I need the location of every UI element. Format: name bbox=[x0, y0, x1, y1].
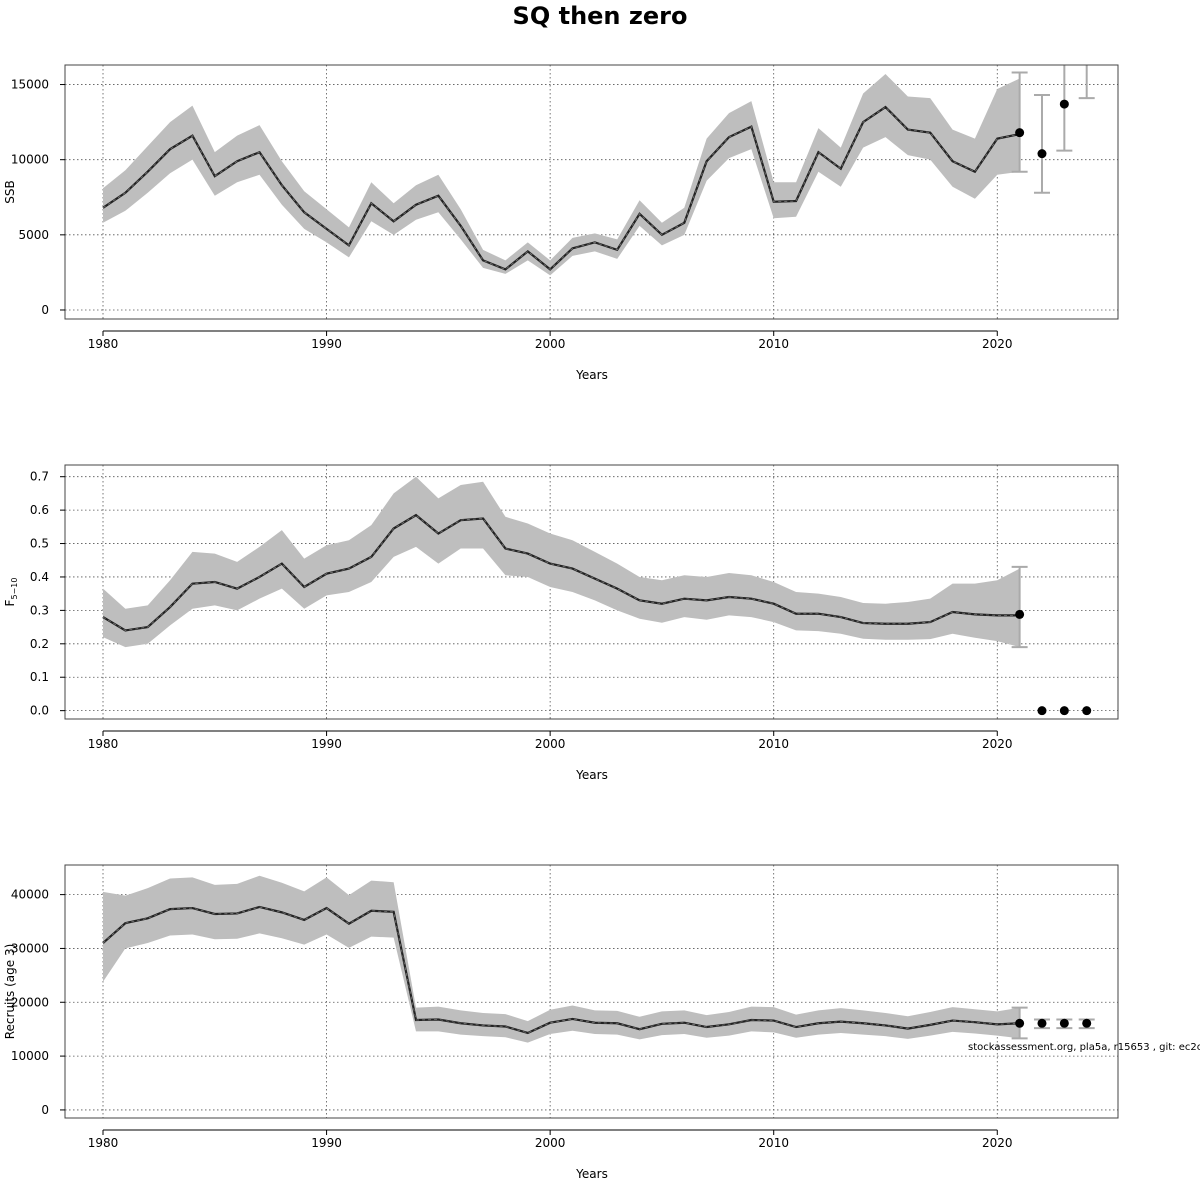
forecast-point bbox=[1082, 1018, 1092, 1028]
y-axis-label: F5−10 bbox=[3, 578, 19, 607]
forecast-point bbox=[1059, 1018, 1069, 1028]
y-tick-label: 0 bbox=[41, 1103, 49, 1117]
x-tick-label: 1980 bbox=[88, 737, 119, 751]
estimate-line bbox=[102, 513, 1020, 632]
y-tick-label: 5000 bbox=[18, 228, 49, 242]
x-tick-label: 2000 bbox=[535, 1136, 566, 1150]
y-tick-label: 10000 bbox=[11, 1049, 49, 1063]
x-tick-label: 1990 bbox=[311, 737, 342, 751]
estimate-line bbox=[102, 105, 1020, 271]
y-axis-label-subscript: 5−10 bbox=[10, 578, 19, 600]
y-tick-label: 0.6 bbox=[30, 503, 49, 517]
plot-frame bbox=[64, 864, 1119, 1119]
fbar-panel: 1980 1990 2000 2010 2020 0.0 0.1 0.2 0.3 0.4 0.5 0.… bbox=[3, 464, 1119, 782]
x-tick-label: 2000 bbox=[535, 337, 566, 351]
footnote: stockassessment.org, pla5a, r15653 , git… bbox=[968, 1042, 1200, 1053]
y-tick-label: 10000 bbox=[11, 153, 49, 167]
y-tick-label: 0.1 bbox=[30, 670, 49, 684]
x-tick-label: 2000 bbox=[535, 737, 566, 751]
forecast-point bbox=[1037, 1018, 1047, 1028]
y-tick-label: 0.5 bbox=[30, 537, 49, 551]
forecast-point bbox=[1015, 1018, 1025, 1028]
y-tick-label: 0.2 bbox=[30, 637, 49, 651]
y-tick-label: 15000 bbox=[11, 78, 49, 92]
ssb-panel: 1980 1990 2000 2010 2020 0 5000 10000 15000 Years… bbox=[3, 64, 1119, 382]
y-tick-label: 0.0 bbox=[30, 704, 49, 718]
forecast-point bbox=[1037, 706, 1047, 716]
forecast-point bbox=[1015, 128, 1025, 138]
recruits-panel: 1980 1990 2000 2010 2020 0 10000 20000 30000 4000… bbox=[3, 864, 1119, 1181]
forecast-point bbox=[1015, 609, 1025, 619]
x-tick-label: 2010 bbox=[758, 1136, 789, 1150]
y-tick-label: 0 bbox=[41, 303, 49, 317]
x-axis-label: Years bbox=[575, 1167, 608, 1181]
plot-frame bbox=[64, 64, 1119, 320]
x-tick-label: 2020 bbox=[982, 737, 1013, 751]
y-axis-label: Recruits (age 3) bbox=[3, 944, 17, 1040]
y-tick-label: 0.7 bbox=[30, 470, 49, 484]
y-tick-label: 0.4 bbox=[30, 570, 49, 584]
estimate-line-dash bbox=[102, 906, 1020, 1034]
plot-frame bbox=[64, 464, 1119, 720]
confidence-band bbox=[103, 875, 1020, 1043]
chart-title: SQ then zero bbox=[512, 2, 688, 30]
x-tick-label: 2010 bbox=[758, 737, 789, 751]
y-axis-label: SSB bbox=[3, 180, 17, 203]
forecast-point bbox=[1082, 706, 1092, 716]
forecast-point bbox=[1059, 706, 1069, 716]
x-axis-label: Years bbox=[575, 768, 608, 782]
y-tick-label: 40000 bbox=[11, 888, 49, 902]
x-tick-label: 2020 bbox=[982, 337, 1013, 351]
x-tick-label: 1980 bbox=[88, 337, 119, 351]
forecast-point bbox=[1037, 149, 1047, 159]
x-tick-label: 1990 bbox=[311, 337, 342, 351]
confidence-band bbox=[103, 74, 1020, 276]
y-tick-label: 20000 bbox=[11, 995, 49, 1009]
x-tick-label: 2010 bbox=[758, 337, 789, 351]
x-axis-label: Years bbox=[575, 368, 608, 382]
x-tick-label: 1990 bbox=[311, 1136, 342, 1150]
y-tick-label: 30000 bbox=[11, 941, 49, 955]
x-tick-label: 1980 bbox=[88, 1136, 119, 1150]
forecast-point bbox=[1059, 99, 1069, 109]
y-tick-label: 0.3 bbox=[30, 603, 49, 617]
x-tick-label: 2020 bbox=[982, 1136, 1013, 1150]
confidence-band bbox=[103, 476, 1020, 648]
